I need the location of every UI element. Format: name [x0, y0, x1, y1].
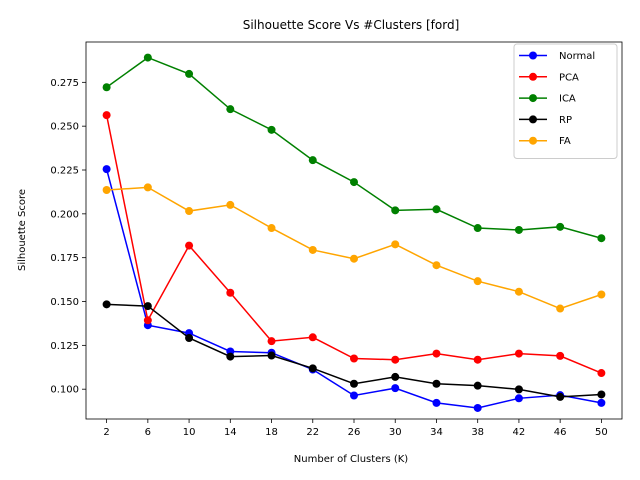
legend-label-rp: RP	[559, 115, 572, 126]
data-point-ica	[226, 105, 235, 114]
data-point-normal	[391, 384, 400, 393]
legend-label-ica: ICA	[559, 94, 576, 105]
data-point-pca	[308, 333, 317, 342]
data-point-fa	[473, 277, 482, 286]
data-point-pca	[143, 316, 152, 325]
data-point-fa	[143, 183, 152, 192]
data-point-pca	[432, 349, 441, 358]
data-point-ica	[143, 53, 152, 62]
x-tick-label: 26	[348, 427, 361, 438]
y-tick-label: 0.125	[50, 341, 79, 352]
y-axis-label: Silhouette Score	[17, 189, 28, 271]
legend: Normal PCA ICA RP FA	[513, 43, 618, 159]
data-point-rp	[473, 381, 482, 390]
legend-marker-rp	[529, 115, 537, 124]
data-point-fa	[391, 240, 400, 249]
plot-area	[102, 53, 606, 412]
data-point-fa	[267, 224, 276, 233]
legend-label-normal: Normal	[559, 51, 595, 62]
data-point-ica	[102, 83, 111, 92]
data-point-pca	[185, 241, 194, 250]
data-point-rp	[432, 379, 441, 388]
legend-marker-fa	[529, 136, 537, 145]
legend-box	[513, 43, 618, 159]
data-point-rp	[514, 385, 523, 394]
data-point-pca	[556, 351, 565, 360]
x-tick-label: 34	[430, 427, 443, 438]
data-point-fa	[102, 185, 111, 194]
data-point-pca	[102, 111, 111, 120]
data-point-pca	[473, 355, 482, 364]
data-point-normal	[597, 398, 606, 407]
data-point-normal	[473, 403, 482, 412]
x-tick-label: 30	[389, 427, 402, 438]
data-point-ica	[597, 234, 606, 243]
legend-label-fa: FA	[559, 136, 571, 147]
x-tick-label: 42	[513, 427, 526, 438]
data-point-rp	[597, 390, 606, 399]
data-point-fa	[350, 254, 358, 263]
data-point-rp	[226, 352, 235, 361]
y-tick-label: 0.275	[50, 78, 79, 89]
data-point-ica	[185, 69, 194, 78]
data-point-ica	[432, 205, 441, 214]
data-point-pca	[597, 369, 606, 378]
data-point-pca	[226, 288, 235, 297]
x-axis-label: Number of Clusters (K)	[294, 454, 409, 465]
x-tick-label: 10	[183, 427, 196, 438]
data-point-fa	[226, 200, 235, 209]
y-tick-label: 0.100	[50, 385, 79, 396]
data-point-ica	[556, 222, 565, 231]
data-point-fa	[514, 287, 523, 296]
y-tick-label: 0.250	[50, 122, 79, 133]
y-tick-label: 0.150	[50, 297, 79, 308]
data-point-ica	[267, 125, 276, 134]
x-tick-label: 14	[224, 427, 237, 438]
data-point-fa	[308, 245, 317, 254]
legend-marker-normal	[529, 51, 537, 60]
x-tick-label: 50	[595, 427, 608, 438]
x-tick-label: 38	[471, 427, 484, 438]
y-tick-label: 0.200	[50, 209, 79, 220]
chart-title: Silhouette Score Vs #Clusters [ford]	[243, 18, 460, 32]
y-tick-label: 0.175	[50, 253, 79, 264]
x-tick-label: 2	[103, 427, 109, 438]
data-point-fa	[556, 304, 565, 313]
data-point-ica	[473, 224, 482, 233]
legend-label-pca: PCA	[559, 72, 579, 83]
data-point-rp	[143, 302, 152, 311]
data-point-rp	[102, 300, 111, 309]
data-point-pca	[267, 337, 276, 346]
data-point-fa	[597, 290, 606, 299]
data-point-pca	[514, 349, 523, 358]
data-point-rp	[556, 392, 565, 401]
data-point-rp	[391, 372, 400, 381]
data-point-ica	[350, 178, 358, 187]
x-tick-label: 22	[306, 427, 319, 438]
legend-marker-pca	[529, 72, 537, 81]
data-point-rp	[308, 364, 317, 373]
data-point-normal	[102, 165, 111, 174]
data-point-rp	[350, 379, 358, 388]
data-point-fa	[185, 207, 194, 216]
data-point-rp	[185, 333, 194, 342]
data-point-ica	[308, 156, 317, 165]
data-point-pca	[350, 354, 358, 363]
data-point-ica	[514, 225, 523, 234]
y-tick-label: 0.225	[50, 166, 79, 177]
x-tick-label: 18	[265, 427, 278, 438]
data-point-fa	[432, 261, 441, 270]
data-point-normal	[350, 391, 358, 400]
x-tick-label: 6	[145, 427, 151, 438]
data-point-rp	[267, 351, 276, 360]
y-axis: 0.100 0.125 0.150 0.175 0.200 0.225 0.250 0.275	[50, 78, 86, 396]
data-point-normal	[514, 394, 523, 403]
data-point-normal	[432, 398, 441, 407]
data-point-pca	[391, 355, 400, 364]
x-axis: 2 6 10 14 18 22 26 30 34 38 42 46 50	[103, 419, 608, 438]
legend-marker-ica	[529, 94, 537, 103]
data-point-ica	[391, 206, 400, 215]
x-tick-label: 46	[554, 427, 567, 438]
